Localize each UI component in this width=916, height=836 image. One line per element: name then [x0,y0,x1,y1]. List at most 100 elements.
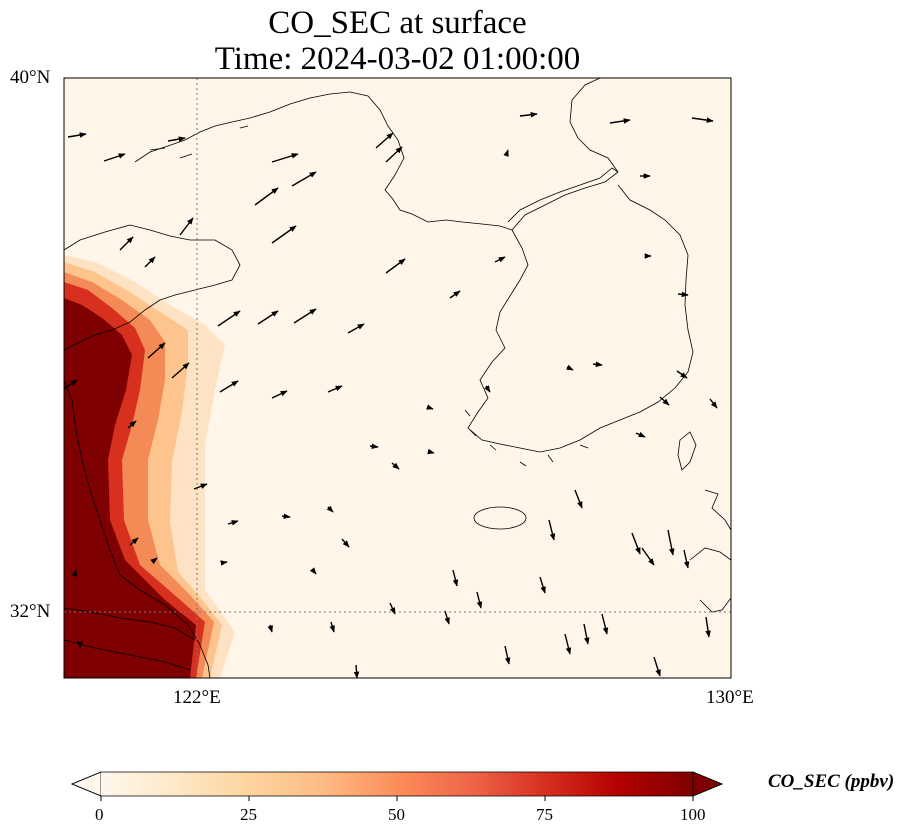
wind-vector [219,380,239,393]
coastline-north-korea-east [569,78,619,173]
wind-vector [281,513,291,519]
colorbar-extend-min [70,771,102,797]
wind-vector [449,290,461,299]
wind-vector [601,613,609,635]
wind-vector [329,621,335,633]
wind-vector [574,489,583,509]
wind-vector [426,404,434,410]
wind-vector [705,616,711,638]
wind-vector [171,362,190,379]
lat-label-40n: 40°N [10,67,51,88]
wind-vector [653,656,661,677]
colorbar-tick-100: 100 [680,805,706,824]
wind-vector [389,602,396,615]
wind-vector [267,624,273,633]
wind-vector [257,310,279,325]
colorbar-ticks [100,796,694,801]
wind-vector [609,118,631,124]
lon-label-122e: 122°E [173,687,221,708]
co-plume-field [64,255,235,678]
colorbar-outline [70,771,724,797]
wind-vector [67,132,87,138]
wind-vector [127,420,137,429]
gridlines [64,78,731,678]
wind-vector [144,256,156,268]
colorbar-tick-25: 25 [240,805,257,824]
coastlines [64,78,731,678]
wind-vector [341,538,350,548]
korea-islands-sw [464,409,589,467]
wind-vector [548,519,556,541]
wind-vector [583,623,590,645]
map-frame [63,77,732,679]
colorbar-extend-max [692,771,724,797]
wind-vector [444,610,450,625]
wind-vector [353,664,360,678]
wind-vector [347,323,365,334]
colorbar-tick-50: 50 [388,805,405,824]
wind-vector [691,117,714,123]
coastline-yangtze [64,607,196,641]
wind-vector [71,569,78,577]
wind-vector [641,547,655,566]
wind-vector [375,132,394,149]
plume-core [64,298,196,678]
map-title-line2: Time: 2024-03-02 01:00:00 [214,41,581,77]
wind-vector [504,645,511,665]
wind-vector [167,136,186,142]
coastline-korea-west [467,184,694,453]
wind-vector [631,532,641,555]
colorbar-tick-75: 75 [536,805,553,824]
wind-vector [326,505,334,513]
coastline-jiangsu [64,379,211,678]
wind-vector [327,385,343,393]
colorbar-label: CO_SEC (ppbv) [768,771,895,792]
wind-vector [217,310,241,327]
wind-vector [309,567,317,575]
wind-vector [254,187,279,206]
coastline-korea-north-border [507,167,619,231]
wind-vector [385,258,406,274]
coastline-yangtze-south [64,639,191,671]
colorbar-tick-0: 0 [95,805,104,824]
coastline-shandong [64,224,241,351]
wind-vector [677,291,689,298]
wind-vector [452,569,459,587]
map-title-line1: CO_SEC at surface [268,5,527,41]
wind-vector [427,448,435,455]
wind-vector [291,171,317,187]
wind-vector [271,225,297,244]
wind-vector [519,111,538,118]
wind-vector [564,633,572,655]
lon-label-130e: 130°E [706,687,754,708]
map-figure [63,77,732,679]
wind-vector [494,256,506,263]
wind-vector [385,146,403,163]
wind-vector [103,153,126,162]
wind-vector [476,591,483,609]
wind-vector [129,537,139,546]
wind-vector [119,236,134,251]
colorbar-ramp [101,772,693,796]
wind-vector [179,217,194,236]
wind-vector [271,153,299,163]
wind-vector [659,396,670,406]
wind-vector [193,483,208,490]
wind-vector [369,443,379,449]
wind-vector [227,520,239,526]
lat-label-32n: 32°N [10,601,51,622]
wind-vector [220,560,228,566]
wind-vector [635,431,646,438]
wind-vector [64,379,78,390]
coastline-bohai-liaodong [134,91,513,231]
wind-vector [566,364,574,371]
tsushima-island [677,431,697,471]
wind-vector [150,557,158,565]
jeju-island [473,506,527,530]
wind-vector [709,398,718,409]
liaodong-islands [149,125,249,159]
wind-vector [503,149,509,157]
wind-vectors [64,111,718,678]
wind-vector [539,576,546,594]
wind-vector [683,549,690,569]
